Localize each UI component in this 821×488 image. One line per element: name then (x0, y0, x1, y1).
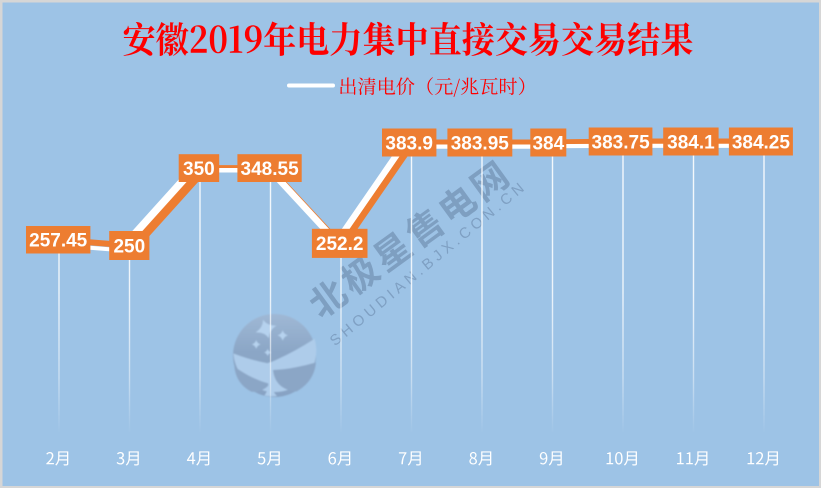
svg-text:383.95: 383.95 (451, 133, 510, 154)
svg-text:384: 384 (532, 133, 564, 154)
svg-text:384.25: 384.25 (732, 132, 791, 153)
svg-text:350: 350 (183, 159, 215, 180)
svg-text:250: 250 (113, 236, 145, 257)
svg-text:252.2: 252.2 (316, 234, 364, 255)
svg-text:383.9: 383.9 (385, 133, 433, 154)
svg-text:257.45: 257.45 (29, 231, 88, 252)
svg-text:348.55: 348.55 (241, 159, 300, 180)
svg-text:383.75: 383.75 (592, 132, 651, 153)
svg-text:384.1: 384.1 (667, 132, 715, 153)
